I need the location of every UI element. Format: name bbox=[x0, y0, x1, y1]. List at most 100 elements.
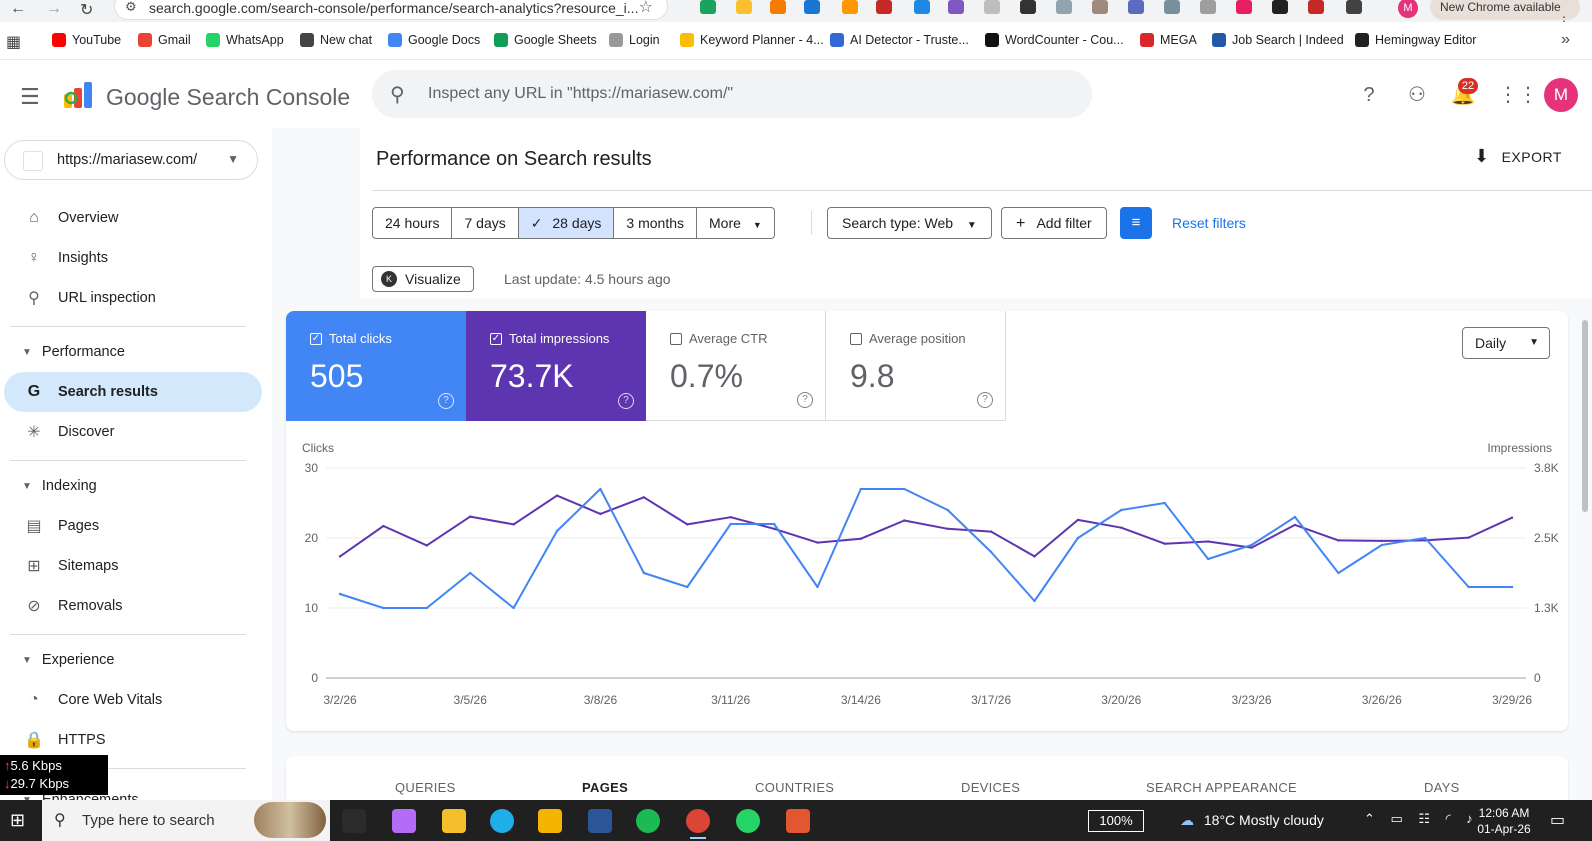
property-selector[interactable]: https://mariasew.com/ ▼ bbox=[4, 140, 258, 180]
bookmark-item[interactable]: Hemingway Editor bbox=[1355, 33, 1476, 47]
data-point-clicks[interactable] bbox=[512, 606, 515, 610]
data-point-clicks[interactable] bbox=[686, 585, 689, 589]
action-center-icon[interactable]: ▭ bbox=[1550, 812, 1566, 829]
date-range-3-months[interactable]: 3 months bbox=[614, 208, 697, 238]
file-explorer-icon[interactable] bbox=[442, 809, 466, 833]
chrome-update-button[interactable]: New Chrome available ⋮ bbox=[1430, 0, 1580, 28]
data-point-clicks[interactable] bbox=[382, 606, 385, 610]
sidebar-item-https[interactable]: 🔒 HTTPS bbox=[0, 720, 258, 760]
data-point-impressions[interactable] bbox=[338, 555, 342, 558]
sidebar-section-indexing[interactable]: ▼ Indexing bbox=[0, 470, 258, 502]
url-inspect-input[interactable] bbox=[428, 80, 1068, 108]
data-point-impressions[interactable] bbox=[1380, 539, 1383, 543]
tab-devices[interactable]: DEVICES bbox=[961, 780, 1021, 795]
help-icon[interactable]: ? bbox=[1363, 84, 1375, 106]
data-point-impressions[interactable] bbox=[1467, 536, 1470, 539]
data-point-clicks[interactable] bbox=[1293, 515, 1297, 519]
data-point-impressions[interactable] bbox=[599, 512, 602, 516]
page-scrollbar[interactable] bbox=[1580, 310, 1590, 800]
data-point-impressions[interactable] bbox=[1033, 555, 1036, 558]
app-icon[interactable] bbox=[786, 809, 810, 833]
extension-icon[interactable] bbox=[876, 0, 892, 14]
data-point-impressions[interactable] bbox=[1120, 526, 1123, 529]
granularity-select[interactable]: Daily ▼ bbox=[1462, 327, 1550, 359]
data-point-impressions[interactable] bbox=[642, 496, 646, 499]
scrollbar-thumb[interactable] bbox=[1582, 320, 1588, 512]
extension-icon[interactable] bbox=[1272, 0, 1288, 14]
tab-pages[interactable]: PAGES bbox=[582, 780, 629, 795]
extension-icon[interactable] bbox=[1020, 0, 1036, 14]
data-point-impressions[interactable] bbox=[1293, 523, 1297, 527]
edge-icon[interactable] bbox=[490, 809, 514, 833]
extension-icon[interactable] bbox=[736, 0, 752, 14]
metric-checkbox[interactable]: ✓ bbox=[490, 332, 502, 345]
puzzle-icon[interactable] bbox=[1346, 0, 1362, 14]
data-point-impressions[interactable] bbox=[1337, 539, 1340, 542]
bookmark-item[interactable]: WordCounter - Cou... bbox=[985, 33, 1124, 47]
extension-icon[interactable] bbox=[842, 0, 858, 14]
data-point-clicks[interactable] bbox=[599, 487, 602, 491]
metric-card-average-position[interactable]: Average position 9.8? bbox=[826, 311, 1006, 421]
data-point-impressions[interactable] bbox=[1076, 518, 1080, 522]
bookmark-item[interactable]: Google Sheets bbox=[494, 33, 597, 47]
sidebar-item-sitemaps[interactable]: ⊞ Sitemaps bbox=[0, 546, 258, 586]
extension-icon[interactable] bbox=[1200, 0, 1216, 14]
data-point-clicks[interactable] bbox=[1423, 536, 1427, 540]
data-point-clicks[interactable] bbox=[1206, 557, 1210, 561]
data-point-impressions[interactable] bbox=[382, 524, 385, 528]
more-bookmarks-icon[interactable]: » bbox=[1561, 31, 1570, 48]
taskbar-search[interactable]: ⚲ Type here to search bbox=[42, 800, 330, 841]
data-point-clicks[interactable] bbox=[1076, 536, 1080, 540]
visualize-button[interactable]: K Visualize bbox=[372, 266, 474, 292]
date-range-7-days[interactable]: 7 days bbox=[452, 208, 519, 238]
data-point-clicks[interactable] bbox=[946, 508, 949, 512]
tab-search-appearance[interactable]: SEARCH APPEARANCE bbox=[1146, 780, 1298, 795]
data-point-clicks[interactable] bbox=[1163, 501, 1166, 505]
extension-icon[interactable] bbox=[1164, 0, 1180, 14]
system-tray-icons[interactable]: ⌃ ▭ ☷ ◜ ♪ bbox=[1364, 811, 1479, 826]
url-inspect-search[interactable]: ⚲ bbox=[372, 70, 1092, 118]
data-point-impressions[interactable] bbox=[555, 494, 559, 497]
search-type-filter[interactable]: Search type: Web ▼ bbox=[827, 207, 992, 239]
data-point-clicks[interactable] bbox=[903, 487, 906, 491]
extension-icon[interactable] bbox=[948, 0, 964, 14]
export-button[interactable]: ⬇ EXPORT bbox=[1474, 146, 1562, 167]
bookmark-item[interactable]: Login bbox=[609, 33, 660, 47]
extension-icon[interactable] bbox=[984, 0, 1000, 14]
bookmark-item[interactable]: WhatsApp bbox=[206, 33, 284, 47]
extension-icon[interactable] bbox=[1056, 0, 1072, 14]
manage-users-icon[interactable]: ⚇ bbox=[1408, 84, 1426, 106]
extension-icon[interactable] bbox=[1308, 0, 1324, 14]
data-point-impressions[interactable] bbox=[946, 527, 949, 530]
bookmark-item[interactable]: AI Detector - Truste... bbox=[830, 33, 969, 47]
bookmark-star-icon[interactable]: ☆ bbox=[638, 0, 653, 16]
sidebar-item-removals[interactable]: ⊘ Removals bbox=[0, 586, 258, 626]
weather-widget[interactable]: ☁ 18°C Mostly cloudy bbox=[1180, 812, 1324, 829]
metric-card-average-ctr[interactable]: Average CTR 0.7%? bbox=[646, 311, 826, 421]
data-point-impressions[interactable] bbox=[469, 515, 472, 518]
extension-icon[interactable] bbox=[1236, 0, 1252, 14]
bookmark-item[interactable]: New chat bbox=[300, 33, 372, 47]
sidebar-item-pages[interactable]: ▤ Pages bbox=[0, 506, 258, 546]
metric-card-total-impressions[interactable]: ✓ Total impressions 73.7K? bbox=[466, 311, 646, 421]
data-point-impressions[interactable] bbox=[859, 537, 863, 540]
data-point-clicks[interactable] bbox=[859, 487, 863, 491]
data-point-impressions[interactable] bbox=[425, 544, 429, 547]
bookmark-item[interactable]: Gmail bbox=[138, 33, 191, 47]
data-point-impressions[interactable] bbox=[1510, 516, 1514, 519]
sidebar-item-overview[interactable]: ⌂ Overview bbox=[0, 198, 258, 238]
sidebar-section-performance[interactable]: ▼ Performance bbox=[0, 336, 258, 368]
data-point-impressions[interactable] bbox=[772, 527, 776, 530]
zoom-level[interactable]: 100% bbox=[1088, 810, 1144, 832]
help-icon[interactable]: ? bbox=[438, 393, 454, 409]
date-range-24-hours[interactable]: 24 hours bbox=[373, 208, 453, 238]
spotify-icon[interactable] bbox=[636, 809, 660, 833]
data-point-clicks[interactable] bbox=[1033, 599, 1036, 603]
extension-icon[interactable] bbox=[700, 0, 716, 14]
reload-icon[interactable]: ↻ bbox=[80, 2, 94, 19]
data-point-clicks[interactable] bbox=[772, 522, 776, 526]
date-range-more[interactable]: More ▼ bbox=[697, 208, 774, 238]
chrome-icon[interactable] bbox=[686, 809, 710, 839]
extension-icon[interactable] bbox=[770, 0, 786, 14]
data-point-clicks[interactable] bbox=[1510, 585, 1514, 589]
